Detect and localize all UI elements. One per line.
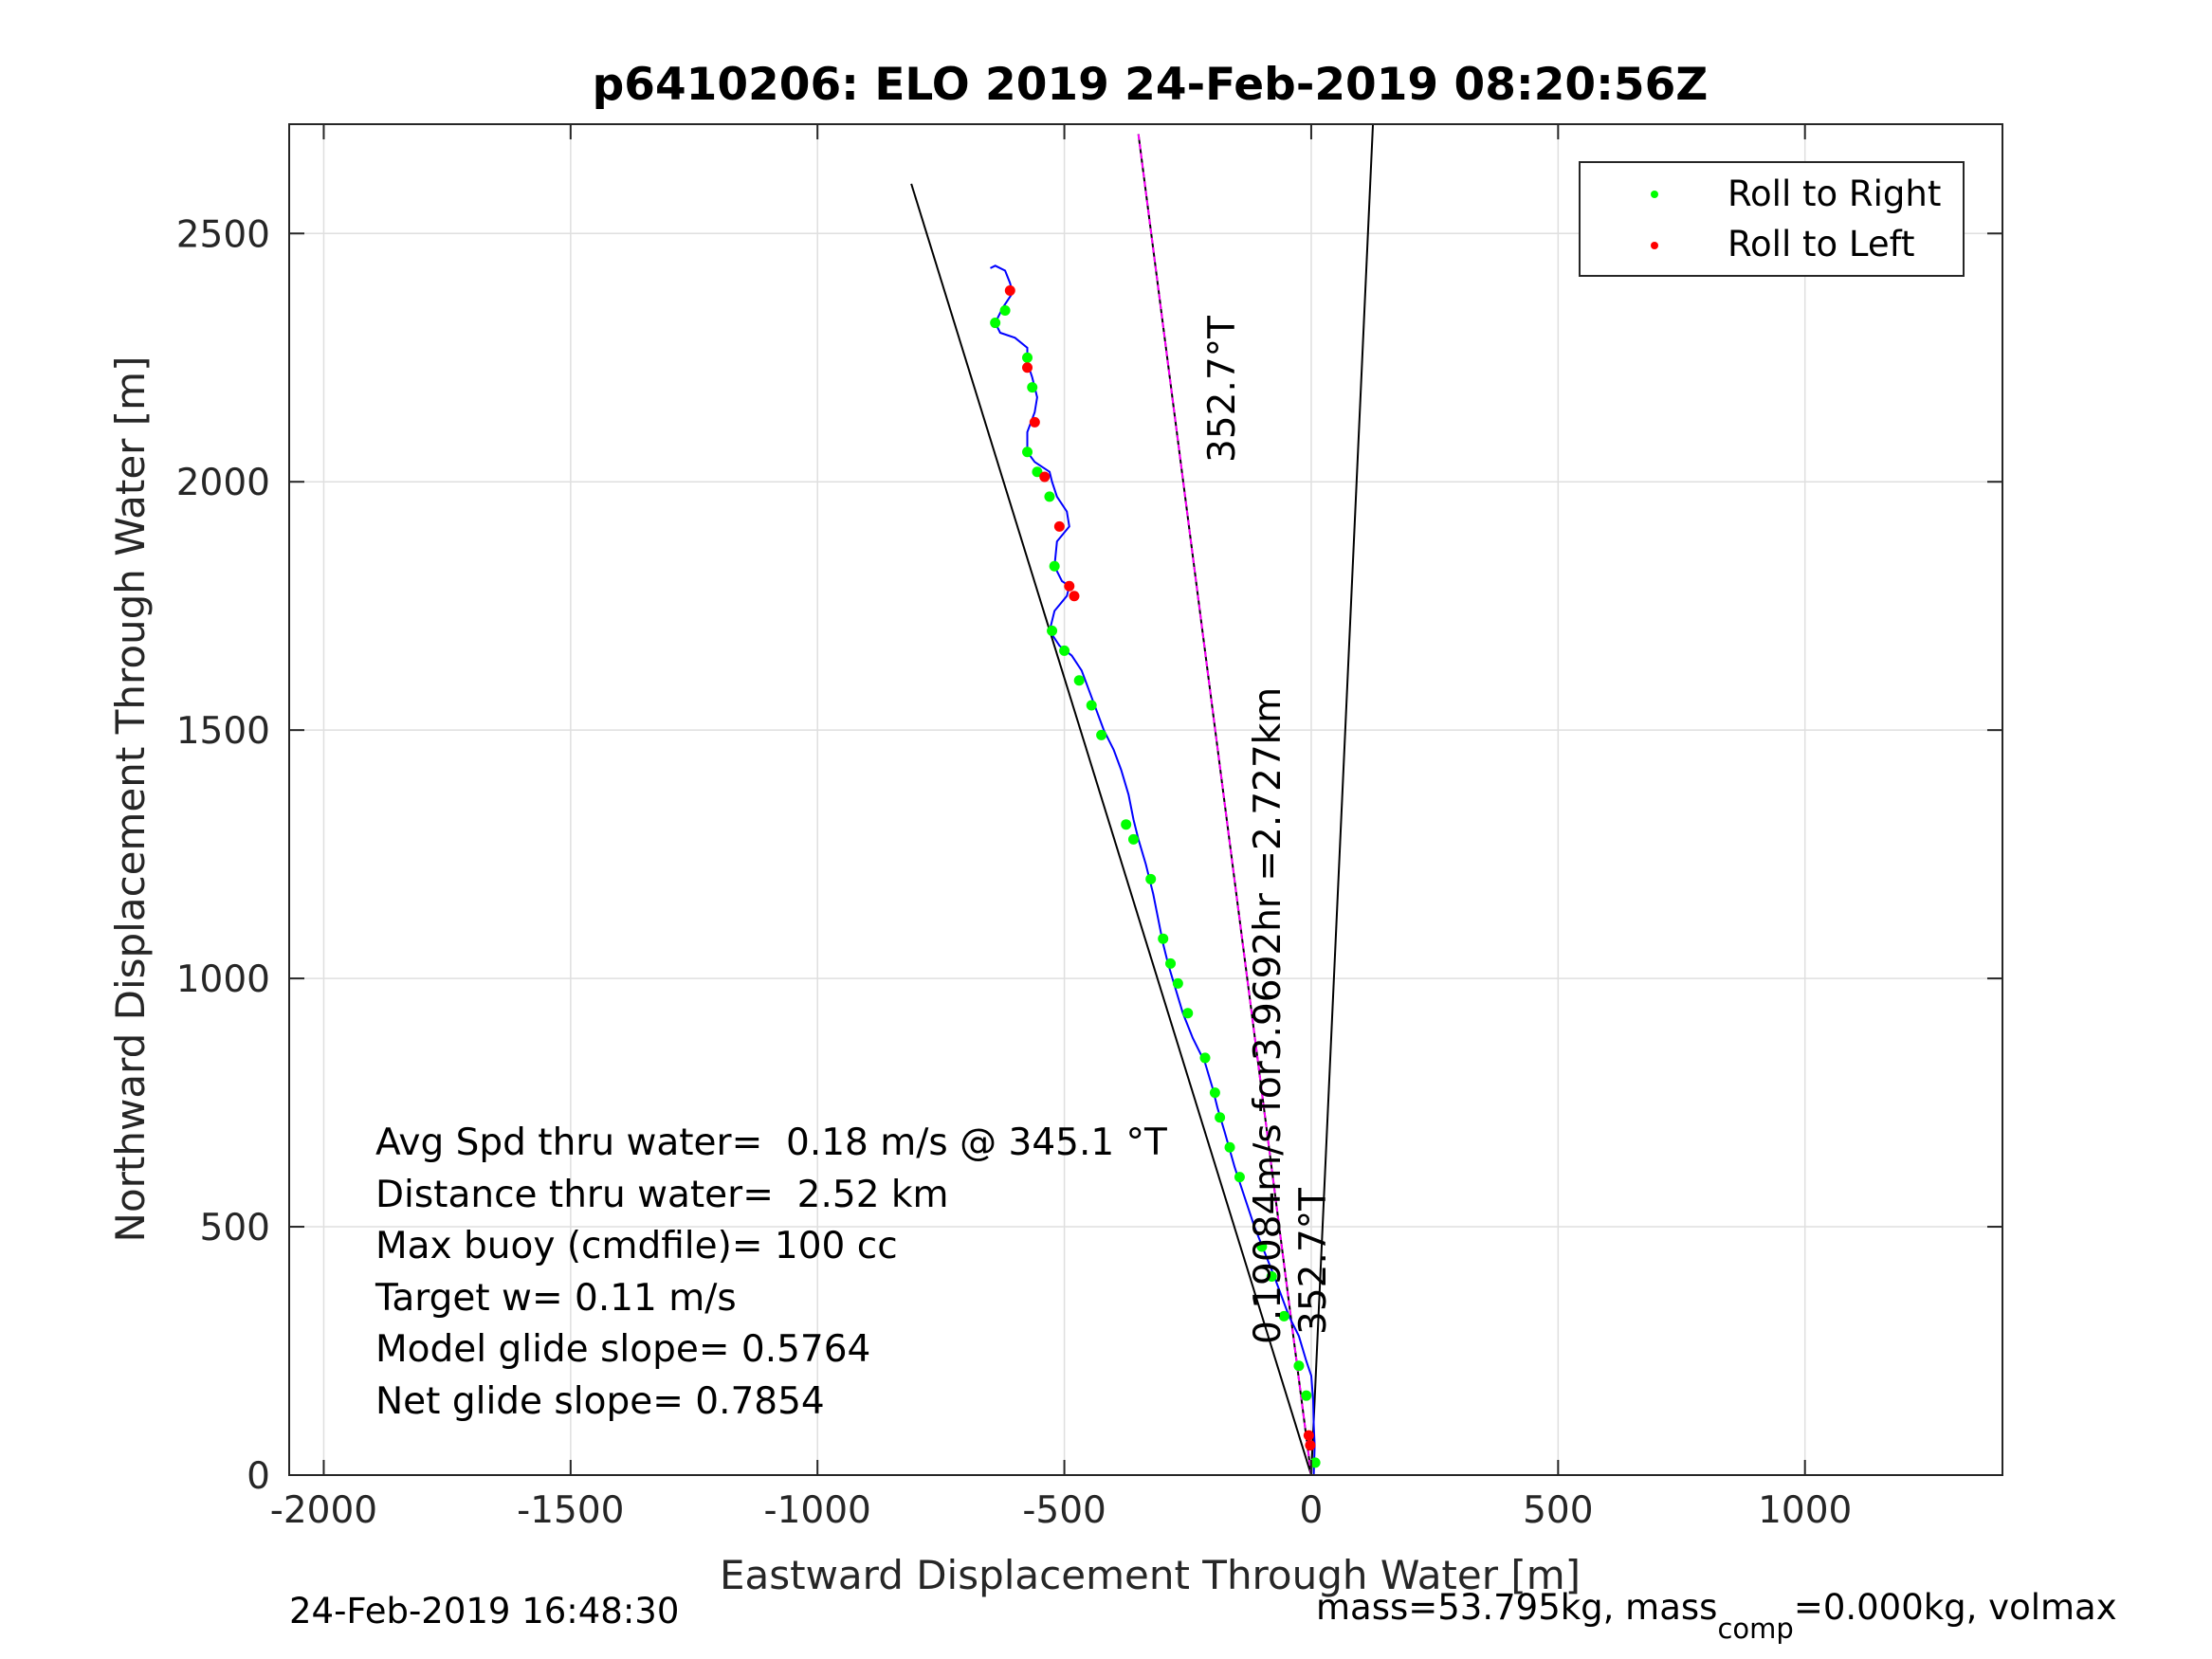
roll-right-point bbox=[1234, 1172, 1245, 1183]
reference-lines bbox=[910, 123, 1375, 1476]
legend-label-roll-right: Roll to Right bbox=[1728, 173, 1941, 214]
plot-area bbox=[289, 124, 2002, 1475]
roll-left-point bbox=[1029, 416, 1040, 428]
footer-mass-sub: comp bbox=[1717, 1613, 1793, 1645]
footer-mass-prefix: mass=53.795kg, mass bbox=[1316, 1587, 1717, 1628]
stats-block: Avg Spd thru water= 0.18 m/s @ 345.1 °T … bbox=[375, 1121, 1167, 1423]
ticks: -2000 -1500 -1000 -500 0 500 1000 0 500 1000 1500 2… bbox=[176, 124, 2002, 1532]
legend: Roll to Right Roll to Left bbox=[1579, 161, 1965, 277]
y-tick-label: 1000 bbox=[176, 958, 270, 1001]
roll-left-point bbox=[1022, 362, 1033, 374]
roll-right-point bbox=[1096, 729, 1107, 740]
roll-right-point bbox=[1127, 833, 1139, 845]
y-tick-label: 2000 bbox=[176, 462, 270, 504]
stat-avg-speed: Avg Spd thru water= 0.18 m/s @ 345.1 °T bbox=[375, 1121, 1167, 1164]
y-tick-label: 500 bbox=[200, 1207, 270, 1249]
roll-right-point bbox=[1266, 1270, 1277, 1282]
speed-distance-label: 0.19084m/s for3.9692hr =2.727km bbox=[1247, 687, 1289, 1344]
stat-net-glide: Net glide slope= 0.7854 bbox=[375, 1380, 825, 1423]
roll-right-point bbox=[1047, 625, 1058, 636]
roll-right-point bbox=[1165, 957, 1177, 969]
footer-mass: mass=53.795kg, masscomp=0.000kg, volmax bbox=[1316, 1587, 2117, 1645]
roll-right-point bbox=[1158, 933, 1169, 944]
roll-left-point bbox=[1305, 1440, 1316, 1451]
x-tick-label: 0 bbox=[1300, 1489, 1324, 1532]
y-tick-label: 2500 bbox=[176, 213, 270, 256]
roll-right-point bbox=[1145, 873, 1157, 884]
roll-right-point bbox=[1224, 1141, 1235, 1153]
reference-line bbox=[910, 183, 1312, 1476]
x-tick-label: -1000 bbox=[764, 1489, 871, 1532]
footer-timestamp: 24-Feb-2019 16:48:30 bbox=[289, 1591, 679, 1632]
roll-right-point bbox=[1027, 382, 1038, 393]
roll-right-point bbox=[1182, 1008, 1194, 1019]
x-tick-label: -1500 bbox=[517, 1489, 624, 1532]
y-tick-label: 0 bbox=[247, 1455, 270, 1498]
legend-marker-roll-left bbox=[1651, 242, 1658, 249]
roll-right-point bbox=[1256, 1241, 1268, 1252]
heading-label-bottom: 352.7°T bbox=[1292, 1188, 1335, 1335]
roll-right-point bbox=[1293, 1360, 1305, 1372]
roll-right-point bbox=[990, 318, 1001, 329]
roll-markers bbox=[990, 285, 1321, 1468]
stat-max-buoy: Max buoy (cmdfile)= 100 cc bbox=[375, 1225, 898, 1267]
roll-right-point bbox=[1032, 466, 1043, 478]
x-tick-label: -500 bbox=[1022, 1489, 1106, 1532]
y-tick-label: 1500 bbox=[176, 710, 270, 753]
roll-right-point bbox=[1215, 1112, 1226, 1123]
roll-right-point bbox=[1049, 560, 1060, 572]
roll-left-point bbox=[1303, 1430, 1314, 1441]
roll-left-point bbox=[1064, 580, 1075, 592]
x-tick-label: 500 bbox=[1523, 1489, 1593, 1532]
x-tick-label: 1000 bbox=[1758, 1489, 1852, 1532]
roll-right-point bbox=[1044, 491, 1055, 502]
axes-box bbox=[288, 123, 2003, 1476]
stat-distance: Distance thru water= 2.52 km bbox=[375, 1174, 948, 1216]
x-axis-label: Eastward Displacement Through Water [m] bbox=[720, 1552, 1581, 1598]
roll-right-point bbox=[1086, 700, 1097, 711]
stat-model-glide: Model glide slope= 0.5764 bbox=[375, 1328, 870, 1371]
roll-right-point bbox=[1172, 977, 1183, 989]
track bbox=[990, 264, 1316, 1476]
reference-line bbox=[1309, 123, 1375, 1476]
legend-box bbox=[1579, 161, 1965, 277]
roll-right-point bbox=[1301, 1390, 1312, 1401]
x-tick-label: -2000 bbox=[270, 1489, 377, 1532]
roll-right-point bbox=[1073, 675, 1085, 686]
roll-right-point bbox=[1278, 1310, 1289, 1322]
roll-right-point bbox=[1309, 1457, 1321, 1468]
legend-label-roll-left: Roll to Left bbox=[1728, 224, 1915, 264]
roll-left-point bbox=[1004, 285, 1015, 297]
heading-label-top: 352.7°T bbox=[1201, 316, 1244, 463]
reference-line bbox=[1137, 134, 1312, 1476]
chart-title: p6410206: ELO 2019 24-Feb-2019 08:20:56Z bbox=[593, 59, 1709, 111]
footer-mass-suffix: =0.000kg, volmax bbox=[1794, 1587, 2117, 1628]
roll-right-point bbox=[1022, 447, 1033, 458]
roll-left-point bbox=[1069, 591, 1080, 602]
roll-right-point bbox=[1209, 1087, 1220, 1099]
roll-right-point bbox=[1022, 352, 1033, 363]
roll-left-point bbox=[1039, 471, 1051, 483]
roll-right-point bbox=[1199, 1052, 1211, 1064]
legend-marker-roll-right bbox=[1651, 191, 1658, 198]
roll-left-point bbox=[1053, 520, 1065, 532]
roll-right-point bbox=[1059, 645, 1070, 656]
roll-right-point bbox=[999, 304, 1011, 316]
roll-right-point bbox=[1121, 819, 1132, 830]
stat-target-w: Target w= 0.11 m/s bbox=[375, 1277, 737, 1320]
y-axis-label: Northward Displacement Through Water [m] bbox=[107, 356, 154, 1243]
track-line bbox=[990, 264, 1316, 1476]
